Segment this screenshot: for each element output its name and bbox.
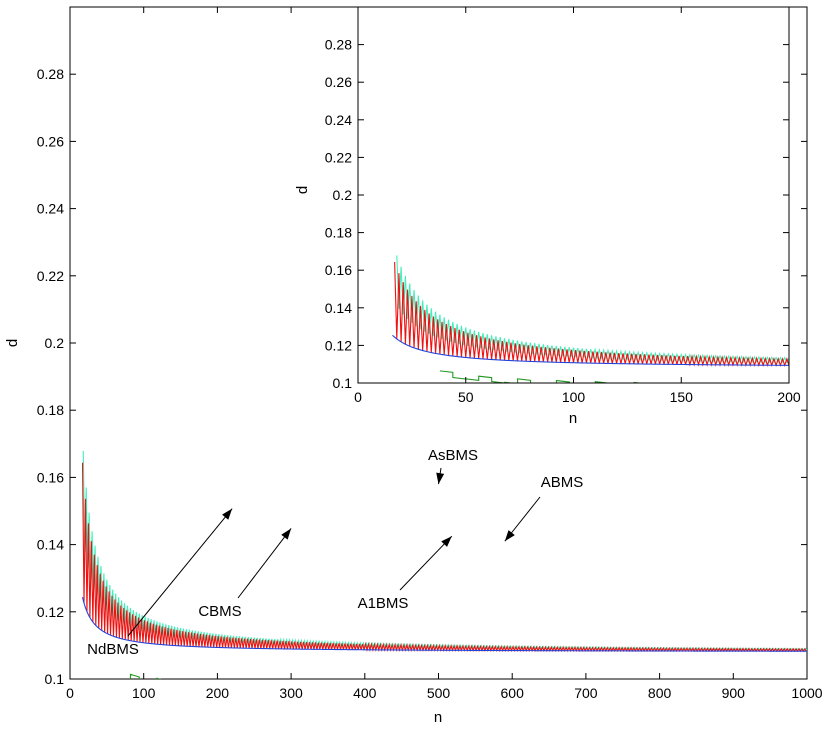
inset-y-tick-label: 0.1 — [333, 375, 353, 391]
main-x-tick-label: 800 — [648, 685, 672, 701]
main-y-tick-label: 0.1 — [45, 671, 65, 687]
main-y-tick-label: 0.22 — [37, 268, 64, 284]
annotation-label-asbms: AsBMS — [428, 447, 478, 464]
main-x-tick-label: 0 — [66, 685, 74, 701]
main-x-tick-label: 700 — [574, 685, 598, 701]
inset-series-asbms — [449, 385, 789, 402]
main-y-tick-label: 0.16 — [37, 469, 64, 485]
inset-y-tick-label: 0.12 — [325, 337, 352, 353]
inset-y-tick-label: 0.14 — [325, 300, 352, 316]
main-y-tick-label: 0.12 — [37, 604, 64, 620]
annotation-arrowhead — [436, 472, 445, 485]
annotation-arrowhead — [441, 536, 452, 547]
annotation-arrowhead — [504, 530, 515, 542]
inset-x-tick-label: 0 — [354, 389, 362, 405]
inset-y-tick-label: 0.28 — [325, 37, 352, 53]
main-x-tick-label: 300 — [279, 685, 303, 701]
main-x-tick-label: 600 — [501, 685, 525, 701]
annotation-line — [399, 535, 453, 591]
annotation-label-cbms: CBMS — [198, 603, 241, 620]
main-ticks-group: 0 100 200 300 400 500 600 700 800 900 10000.10.120… — [37, 7, 823, 701]
main-y-tick-label: 0.26 — [37, 133, 64, 149]
main-y-tick-label: 0.24 — [37, 201, 64, 217]
inset-series-a1bms — [396, 255, 789, 364]
inset-background — [358, 7, 789, 383]
inset-y-tick-label: 0.16 — [325, 262, 352, 278]
inset-y-tick-label: 0.18 — [325, 225, 352, 241]
annotation-label-ndbms: NdBMS — [87, 641, 139, 658]
inset-ticks-group: 0 50 100 150 200 0.1 0.12 0.14 0.16 0.18 0.2 0.22 0.… — [325, 7, 801, 405]
annotation-line — [237, 528, 292, 599]
annotation-label-abms: ABMS — [541, 474, 584, 491]
inset-y-tick-label: 0.2 — [333, 187, 353, 203]
main-y-tick-label: 0.2 — [45, 335, 65, 351]
inset-series-ndbms — [392, 334, 789, 366]
inset-series-cbms — [394, 262, 789, 368]
main-y-tick-label: 0.28 — [37, 66, 64, 82]
main-x-tick-label: 400 — [353, 685, 377, 701]
annotation-label-a1bms: A1BMS — [358, 595, 409, 612]
main-y-axis-label: d — [4, 339, 21, 347]
annotation-arrowhead — [222, 508, 233, 520]
main-series-a1bms — [82, 450, 807, 651]
main-y-tick-label: 0.14 — [37, 537, 64, 553]
main-x-axis-label: n — [434, 709, 442, 726]
inset-x-tick-label: 150 — [670, 389, 694, 405]
inset-x-tick-label: 50 — [458, 389, 474, 405]
main-x-tick-label: 200 — [206, 685, 230, 701]
main-series-ndbms — [81, 597, 807, 652]
main-x-tick-label: 100 — [132, 685, 156, 701]
main-x-tick-label: 1000 — [791, 685, 822, 701]
inset-y-axis-label: d — [294, 186, 311, 194]
inset-x-tick-label: 100 — [562, 389, 586, 405]
inset-y-tick-label: 0.22 — [325, 149, 352, 165]
inset-y-tick-label: 0.24 — [325, 112, 352, 128]
main-y-tick-label: 0.18 — [37, 402, 64, 418]
annotations-group: AsBMS ABMS A1BMS CBMS NdBMS — [87, 447, 583, 658]
main-series-cbms — [81, 462, 807, 653]
main-x-tick-label: 500 — [427, 685, 451, 701]
main-x-tick-label: 900 — [722, 685, 746, 701]
inset-y-tick-label: 0.26 — [325, 74, 352, 90]
annotation-arrowhead — [281, 528, 292, 540]
inset-x-axis-label: n — [569, 410, 577, 427]
annotation-line — [127, 508, 233, 637]
main-series-group — [81, 450, 807, 679]
inset-x-tick-label: 200 — [777, 389, 801, 405]
